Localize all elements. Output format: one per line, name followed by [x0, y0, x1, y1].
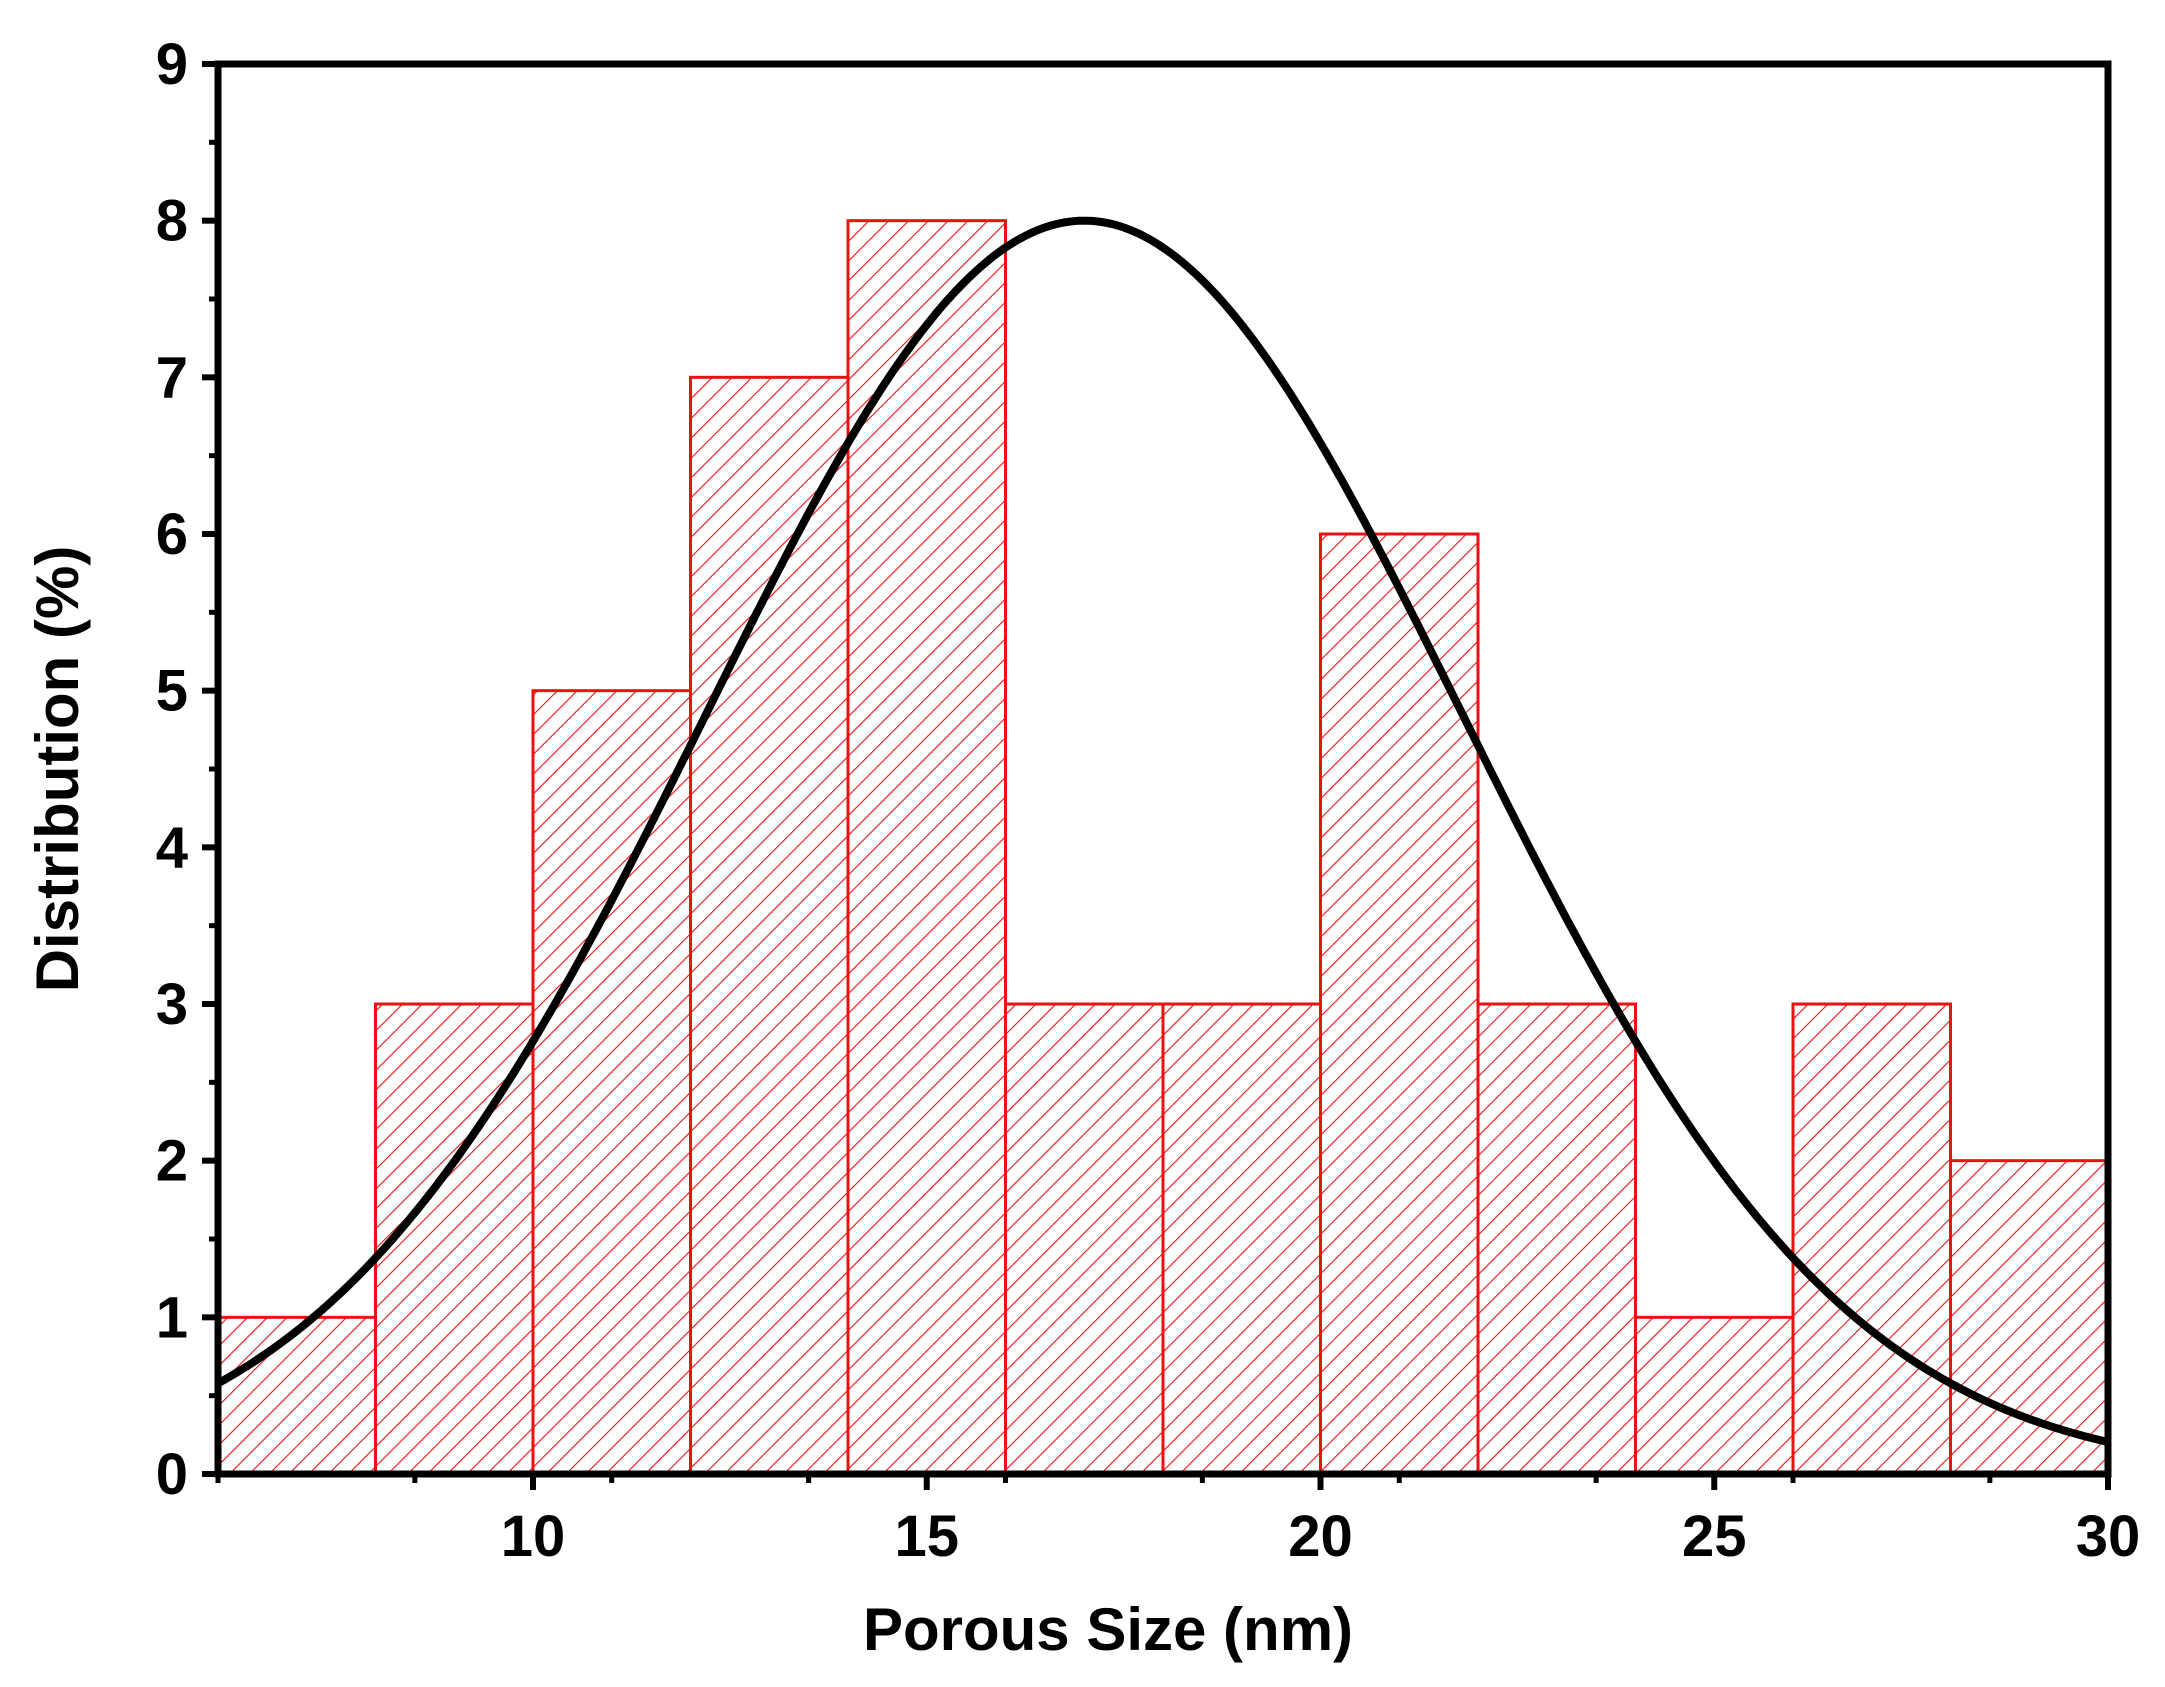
y-tick-label: 7 — [156, 345, 188, 410]
y-tick-label: 5 — [156, 659, 188, 724]
y-tick-label: 8 — [156, 189, 188, 254]
x-tick-label: 10 — [501, 1504, 566, 1569]
histogram-bar — [1791, 1002, 1952, 1476]
histogram-bar — [1634, 1315, 1795, 1476]
histogram-bar — [1161, 1002, 1322, 1476]
histogram-bar — [531, 689, 692, 1476]
x-tick-label: 20 — [1288, 1504, 1353, 1569]
histogram-bar — [689, 375, 850, 1476]
x-tick-label: 15 — [894, 1504, 959, 1569]
histogram-bar — [1476, 1002, 1637, 1476]
y-tick-label: 9 — [156, 32, 188, 97]
y-tick-label: 0 — [156, 1442, 188, 1507]
gaussian-fit-curve — [218, 216, 2108, 1446]
x-axis-title: Porous Size (nm) — [863, 1596, 1353, 1663]
histogram-bar — [846, 219, 1007, 1476]
histogram-bar — [1949, 1159, 2110, 1476]
y-axis-title: Distribution (%) — [24, 546, 91, 993]
bars-layer — [216, 219, 2110, 1476]
y-tick-label: 1 — [156, 1285, 188, 1350]
histogram-bar — [216, 1315, 377, 1476]
x-axis: 10 15 20 25 30 — [215, 1474, 2141, 1569]
histogram-bar — [1319, 532, 1480, 1476]
x-tick-label: 30 — [2076, 1504, 2141, 1569]
y-tick-label: 3 — [156, 972, 188, 1037]
y-tick-label: 2 — [156, 1129, 188, 1194]
y-axis: 0 1 2 3 4 5 6 7 8 9 — [156, 32, 218, 1507]
x-tick-label: 25 — [1682, 1504, 1747, 1569]
y-tick-label: 6 — [156, 502, 188, 567]
histogram-bar — [1004, 1002, 1165, 1476]
y-tick-label: 4 — [156, 815, 188, 880]
fit-curve-layer — [218, 216, 2108, 1446]
